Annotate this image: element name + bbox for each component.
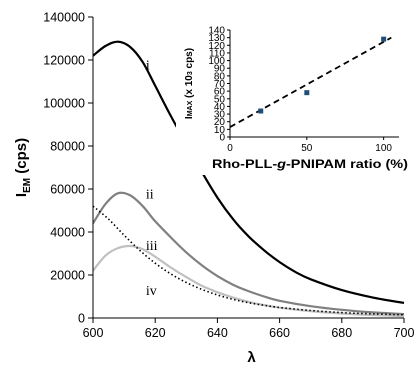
x-tick-label: 660 <box>269 326 290 340</box>
y-axis-title-subscript: EM <box>22 178 33 193</box>
inset-y-tick-label: 30 <box>214 110 226 121</box>
x-tick-label: 700 <box>394 326 415 340</box>
inset-x-axis-title: Rho-PLL-g -PNIPAM ratio (%) <box>212 157 408 171</box>
inset-y-tick-label: 40 <box>214 102 226 113</box>
x-tick-label: 640 <box>207 326 228 340</box>
inset-data-point <box>258 108 264 114</box>
inset-y-tick-label: 20 <box>214 117 226 128</box>
main-plot-area <box>93 40 404 318</box>
y-tick-label: 40000 <box>50 226 85 240</box>
inset-y-tick-label: 80 <box>214 71 226 82</box>
inset-y-tick-label: 110 <box>209 48 225 59</box>
y-tick-label: 60000 <box>50 183 85 197</box>
inset-y-axis-title: IMAX (x 103 cps) <box>184 48 195 119</box>
inset-y-tick-label: 100 <box>208 56 225 67</box>
main-chart: 0200004000060000800001000001200001400006… <box>13 11 414 367</box>
inset-y-tick-label: 50 <box>214 94 226 105</box>
inset-y-tick-label: 70 <box>214 79 226 90</box>
inset-background <box>176 20 404 175</box>
inset-y-axis-title-middle: (x 10 <box>184 75 195 101</box>
main-axes: 0200004000060000800001000001200001400006… <box>43 11 414 341</box>
y-tick-label: 140000 <box>43 11 85 25</box>
inset-y-tick-label: 120 <box>208 41 225 52</box>
inset-trendline <box>229 36 392 128</box>
inset-y-tick-label: 60 <box>214 87 226 98</box>
x-tick-label: 620 <box>145 326 166 340</box>
inset-data-point <box>381 36 387 42</box>
x-tick-label: 680 <box>331 326 352 340</box>
series-line-iii <box>93 244 404 318</box>
y-tick-label: 20000 <box>50 269 85 283</box>
inset-y-tick-label: 10 <box>214 125 226 136</box>
inset-y-axis-title-subscript: MAX <box>187 100 194 116</box>
curve-label-i: i <box>146 58 150 73</box>
y-axis-title: IEM (cps) <box>13 138 33 197</box>
inset-y-tick-label: 140 <box>208 26 225 37</box>
inset-y-tick-label: 0 <box>219 133 225 144</box>
y-axis-title-unit: (cps) <box>13 138 30 178</box>
y-tick-label: 120000 <box>43 54 85 68</box>
curve-label-iii: iii <box>146 239 158 254</box>
inset-y-axis-title-superscript: 3 <box>187 71 194 75</box>
curve-label-ii: ii <box>146 187 154 202</box>
inset-plot-area <box>229 36 392 128</box>
inset-x-axis-title-start: Rho-PLL- <box>212 157 277 171</box>
inset-x-tick-label: 0 <box>227 143 233 154</box>
x-tick-label: 600 <box>83 326 104 340</box>
y-tick-label: 80000 <box>50 140 85 154</box>
inset-y-axis-title-end: cps) <box>184 48 195 71</box>
y-tick-label: 100000 <box>43 97 85 111</box>
inset-x-tick-label: 100 <box>375 143 392 154</box>
series-line-i <box>93 40 404 304</box>
curve-label-iv: iv <box>146 284 157 299</box>
inset-x-tick-label: 50 <box>301 143 313 154</box>
inset-y-tick-label: 130 <box>208 33 225 44</box>
inset-data-point <box>304 90 310 96</box>
inset-x-axis-title-italic: g <box>276 157 287 171</box>
x-axis-title: λ <box>247 349 256 366</box>
inset-y-axis-title-main: I <box>184 116 195 119</box>
series-line-ii <box>93 191 404 316</box>
series-line-iv <box>93 205 404 316</box>
inset-y-tick-label: 90 <box>214 64 226 75</box>
y-tick-label: 0 <box>78 312 85 326</box>
y-axis-title-main: I <box>13 193 30 197</box>
inset-x-axis-title-end: -PNIPAM ratio (%) <box>286 157 408 171</box>
